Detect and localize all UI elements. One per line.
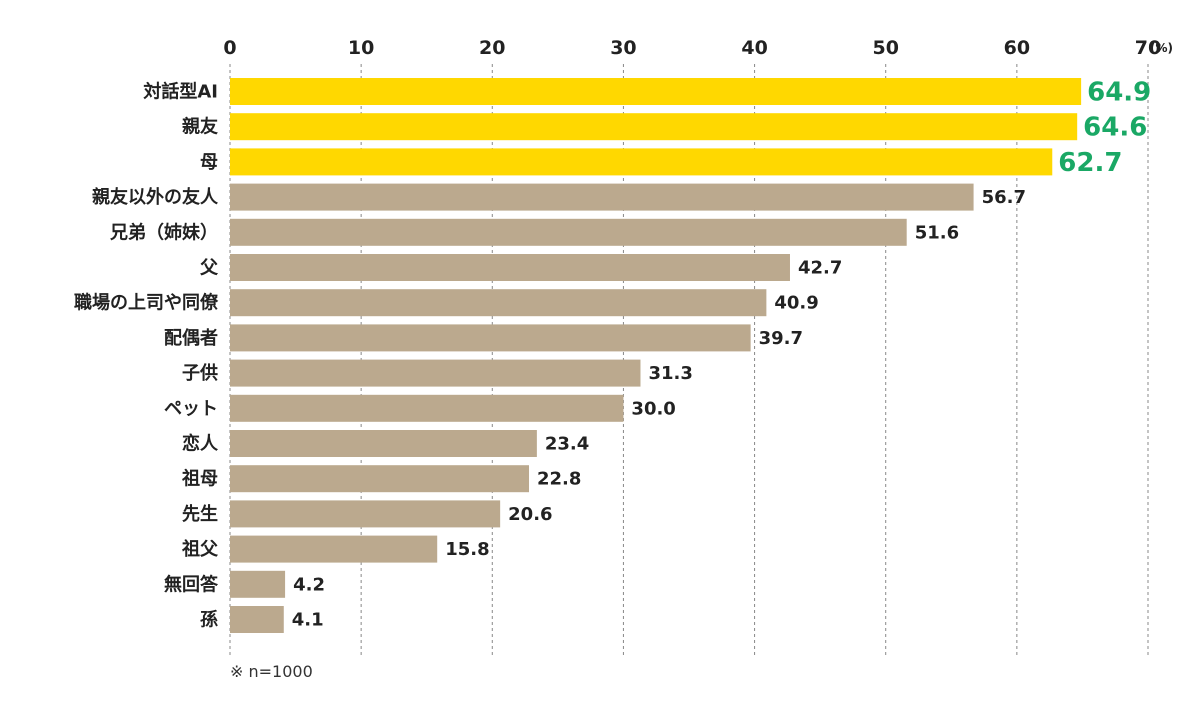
bars: [230, 78, 1082, 633]
value-label: 62.7: [1058, 148, 1122, 178]
value-label: 56.7: [982, 187, 1026, 208]
x-tick-label: 40: [741, 37, 767, 59]
x-tick-label: 20: [479, 37, 505, 59]
x-tick-label: 10: [348, 37, 374, 59]
category-label: 配偶者: [164, 327, 218, 349]
bar: [230, 254, 790, 281]
x-tick-label: 30: [610, 37, 636, 59]
value-label: 40.9: [774, 293, 818, 314]
category-label: 孫: [200, 609, 218, 631]
value-label: 20.6: [508, 504, 552, 525]
bar: [230, 394, 624, 422]
category-label: 祖母: [181, 468, 218, 490]
x-tick-label: 50: [872, 37, 898, 59]
bar: [230, 148, 1053, 176]
value-label: 42.7: [798, 258, 842, 279]
bar: [230, 78, 1082, 105]
bar: [230, 289, 767, 317]
bar: [230, 606, 284, 633]
value-label: 22.8: [537, 469, 581, 490]
bar: [230, 465, 530, 493]
value-label: 64.6: [1083, 113, 1147, 143]
bar: [230, 359, 641, 387]
value-label: 4.1: [292, 610, 324, 631]
category-label: 無回答: [164, 573, 219, 595]
unit-label: (%): [1150, 41, 1173, 55]
bar: [230, 183, 974, 211]
bar: [230, 430, 537, 457]
value-label: 31.3: [648, 363, 692, 384]
category-label: 兄弟（姉妹）: [109, 221, 218, 243]
bar: [230, 570, 286, 598]
category-label: 恋人: [182, 433, 219, 455]
value-label: 64.9: [1087, 78, 1151, 108]
category-label: 子供: [182, 362, 218, 384]
category-label: 親友以外の友人: [92, 186, 219, 208]
bar: [230, 500, 501, 528]
value-label: 23.4: [545, 434, 589, 455]
value-labels: 64.9 64.6 62.7 56.7 51.6 42.7 40.9 39.7 31.3 30.0…: [292, 78, 1152, 631]
x-tick-label: 60: [1004, 37, 1030, 59]
category-label: 母: [200, 152, 218, 173]
bar: [230, 113, 1078, 141]
value-label: 30.0: [631, 398, 675, 419]
value-label: 4.2: [293, 574, 325, 595]
bar: [230, 535, 438, 563]
value-label: 39.7: [759, 328, 803, 349]
category-label: 先生: [182, 503, 218, 525]
category-label: 祖父: [181, 538, 219, 560]
value-label: 51.6: [915, 222, 959, 243]
x-tick-label: 70: [1135, 37, 1161, 59]
x-tick-label: 0: [223, 37, 236, 59]
bar: [230, 324, 751, 352]
bar: [230, 218, 907, 246]
value-label: 15.8: [445, 539, 489, 560]
category-label: 父: [200, 258, 219, 279]
x-axis-ticks: 0 10 20 30 40 50 60 70: [223, 37, 1161, 59]
category-label: ペット: [164, 398, 218, 419]
sample-note: ※ n=1000: [230, 662, 313, 681]
category-label: 対話型AI: [142, 81, 218, 103]
category-label: 職場の上司や同僚: [74, 292, 219, 314]
category-label: 親友: [182, 116, 218, 138]
